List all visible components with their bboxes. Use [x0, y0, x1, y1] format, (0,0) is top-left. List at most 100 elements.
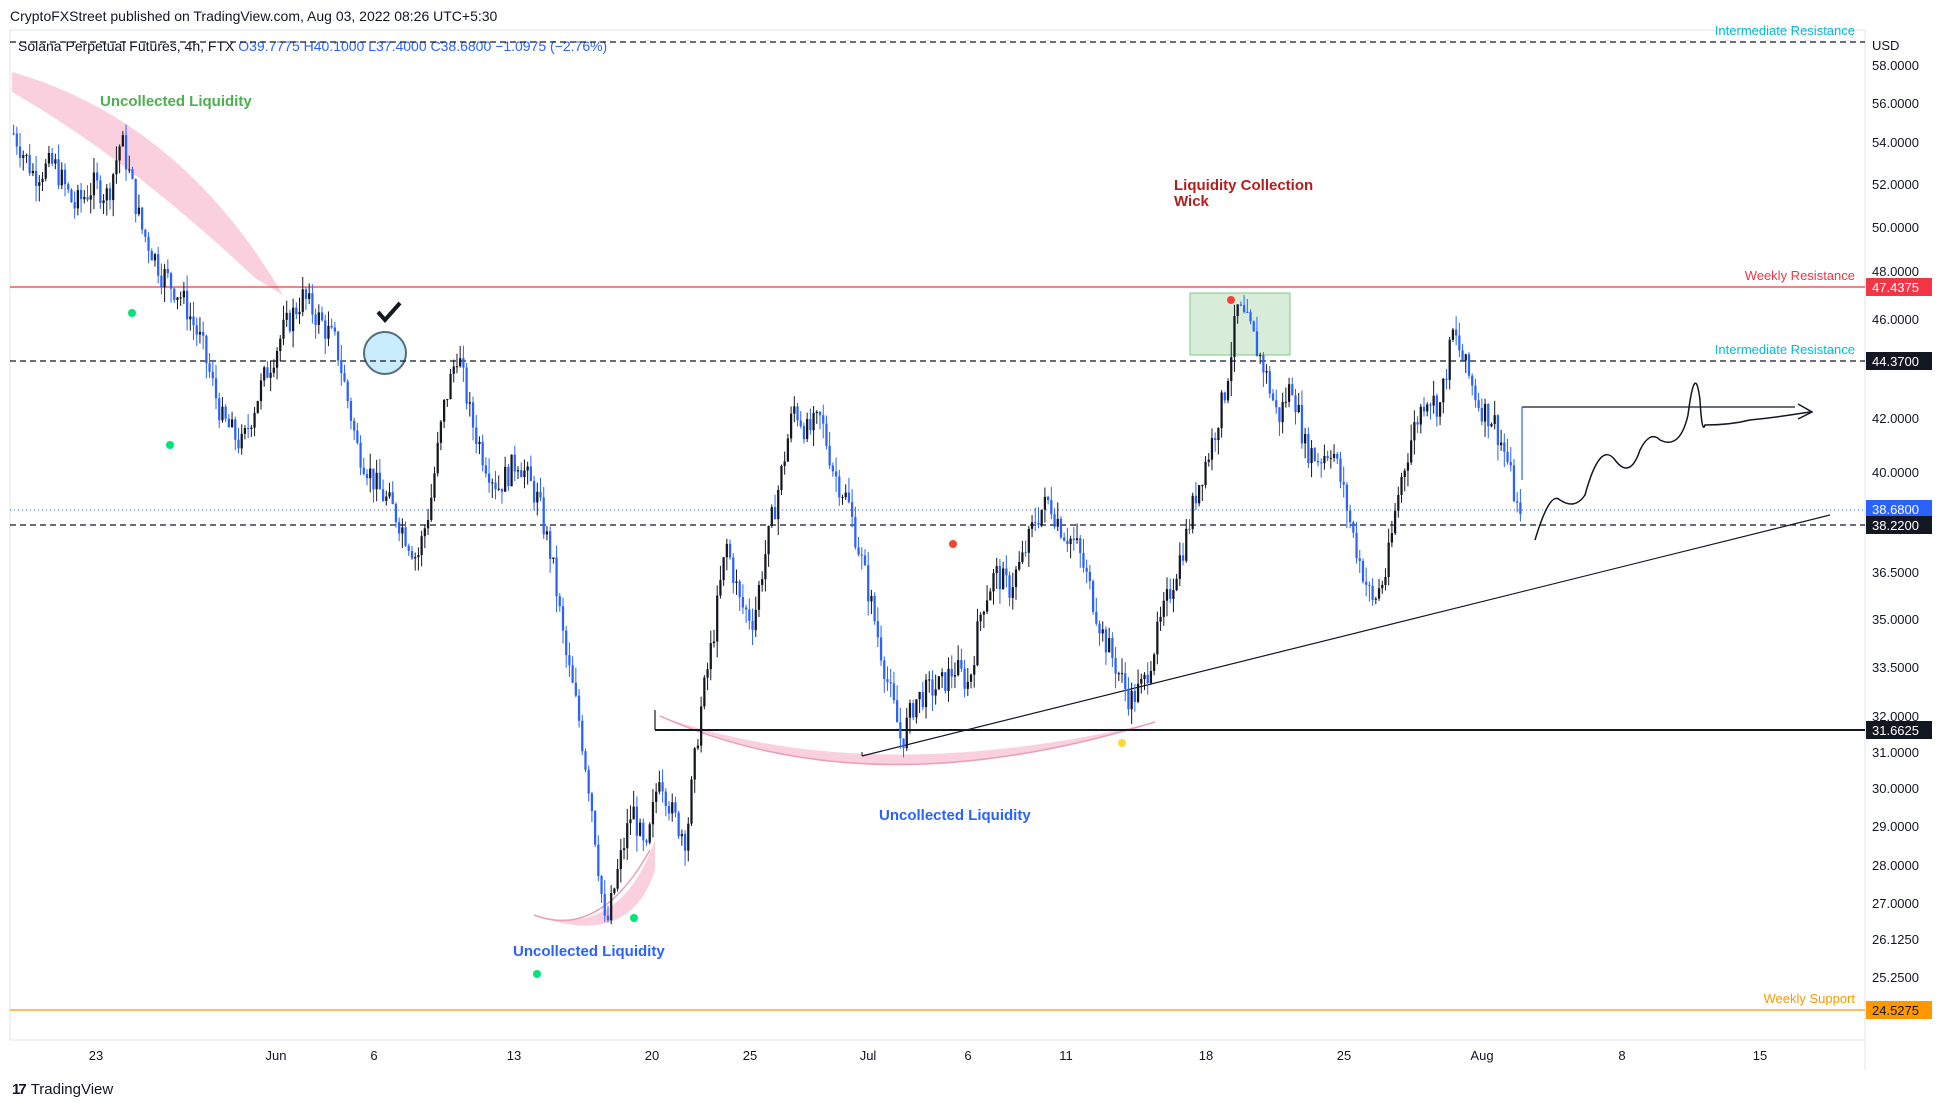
x-tick-label: 6 — [964, 1048, 971, 1063]
candle-body — [1014, 569, 1018, 588]
candle-body — [1304, 434, 1307, 444]
candle-body — [243, 427, 247, 434]
candle-body — [655, 791, 658, 803]
candle-body — [536, 491, 539, 503]
candle-body — [1297, 404, 1300, 413]
candle-body — [587, 769, 590, 794]
candle-body — [76, 189, 79, 209]
signal-dot — [1227, 296, 1235, 304]
candle-body — [134, 178, 137, 214]
candle-body — [809, 419, 812, 431]
candle-body — [947, 668, 950, 691]
candle-body — [924, 679, 928, 708]
y-tick-label: 30.0000 — [1872, 781, 1919, 796]
candle-body — [1169, 589, 1172, 599]
circle-marker — [363, 331, 407, 375]
candle-body — [876, 621, 879, 638]
candle-body — [863, 555, 867, 566]
candle-body — [764, 554, 767, 580]
candle-body — [838, 476, 841, 498]
candle-body — [963, 668, 966, 689]
candle-body — [208, 363, 211, 372]
publisher-header: CryptoFXStreet published on TradingView.… — [10, 8, 498, 24]
candle-body — [1287, 384, 1291, 402]
candle-body — [574, 682, 577, 696]
candle-body — [195, 325, 198, 335]
candle-body — [15, 133, 18, 147]
candle-body — [1149, 670, 1153, 684]
candle-body — [1194, 495, 1198, 504]
candle-body — [626, 823, 629, 849]
candle-body — [770, 507, 773, 526]
candle-body — [124, 135, 128, 170]
candle-body — [1207, 459, 1210, 462]
candle-body — [1445, 378, 1448, 380]
chart-frame — [9, 29, 1866, 1041]
candle-body — [1108, 637, 1111, 653]
y-tick-label: 32.0000 — [1872, 709, 1919, 724]
candle-body — [433, 473, 436, 498]
candle-body — [542, 497, 545, 535]
candle-body — [831, 465, 834, 472]
candle-body — [1143, 674, 1146, 680]
candle-body — [1300, 404, 1304, 444]
candle-body — [937, 676, 941, 690]
candle-body — [761, 579, 764, 585]
price-tag — [1866, 721, 1932, 739]
candle-body — [1368, 584, 1371, 586]
candle-body — [497, 488, 500, 490]
candle-body — [1053, 514, 1056, 527]
liquidity-zone-top-left — [12, 72, 283, 295]
candle-body — [362, 467, 365, 475]
candle-body — [230, 419, 234, 428]
candle-body — [915, 699, 918, 718]
time-axis[interactable]: 23 Jun 6 13 20 25 Jul 6 11 18 25 Aug 8 15 — [89, 1048, 1767, 1063]
candle-body — [905, 717, 908, 749]
candle-body — [545, 531, 549, 535]
candle-body — [1040, 509, 1043, 525]
price-chart[interactable]: Uncollected Liquidity Liquidity Collecti… — [0, 0, 1941, 1070]
candle-body — [706, 669, 709, 678]
candle-body — [1348, 510, 1352, 523]
candle-body — [1435, 395, 1438, 417]
candle-body — [404, 527, 407, 546]
y-tick-label: 48.0000 — [1872, 264, 1919, 279]
candle-body — [834, 471, 838, 477]
tradingview-footer[interactable]: 17 TradingView — [12, 1081, 113, 1098]
candle-body — [1467, 354, 1471, 376]
candle-body — [1165, 589, 1169, 601]
candle-body — [1066, 540, 1069, 545]
candle-body — [796, 406, 799, 421]
candle-body — [51, 153, 54, 164]
candle-body — [298, 311, 301, 315]
candle-body — [295, 307, 298, 315]
level-label: Intermediate Resistance — [1715, 23, 1855, 38]
candle-body — [1136, 683, 1140, 702]
candle-body — [1050, 500, 1053, 515]
x-tick-label: 18 — [1199, 1048, 1213, 1063]
candle-body — [696, 745, 700, 749]
x-tick-label: 23 — [89, 1048, 103, 1063]
candle-body — [1316, 460, 1320, 463]
candle-body — [279, 338, 282, 352]
price-axis[interactable]: 58.0000 56.0000 54.0000 52.0000 50.0000 48.00… — [1872, 58, 1919, 985]
candle-body — [1499, 442, 1503, 446]
candle-body — [549, 531, 552, 559]
candle-body — [166, 268, 169, 274]
candle-body — [1371, 585, 1374, 600]
candle-body — [892, 683, 896, 701]
candle-body — [847, 492, 851, 503]
candle-body — [224, 406, 227, 419]
signal-dot — [533, 970, 541, 978]
candle-body — [102, 200, 105, 204]
candle-body — [330, 325, 333, 328]
candle-body — [1381, 584, 1384, 589]
candle-body — [539, 491, 542, 498]
candle-body — [67, 184, 70, 190]
candle-body — [1271, 393, 1275, 401]
price-tag — [1866, 1001, 1932, 1019]
candle-body — [719, 580, 722, 596]
ascending-trendline — [861, 514, 1831, 757]
candle-body — [301, 289, 304, 312]
candle-body — [777, 490, 780, 520]
